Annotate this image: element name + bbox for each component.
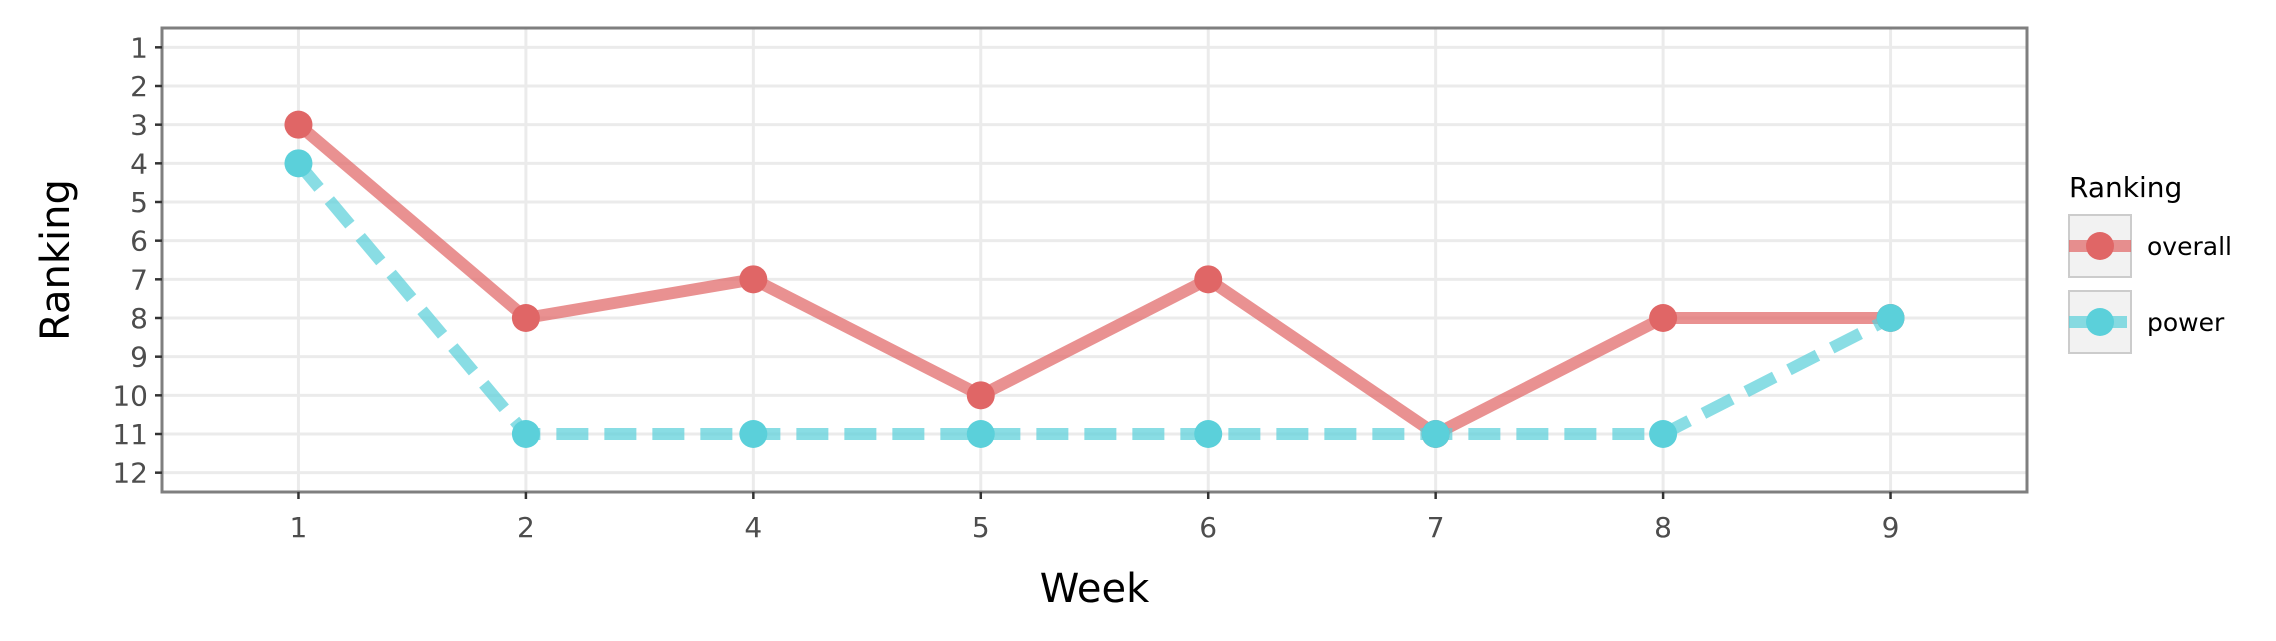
- y-tick-label-8: 8: [130, 302, 148, 335]
- plot-panel-border: [160, 26, 2029, 494]
- point-power-week-5: [966, 420, 995, 448]
- point-power-week-8: [1649, 420, 1678, 448]
- point-power-week-4: [739, 420, 768, 448]
- x-tick-label-8: 8: [1654, 511, 1672, 544]
- y-tick-label-3: 3: [130, 109, 148, 142]
- series-line-power: [293, 159, 1894, 440]
- y-tick-label-11: 11: [112, 418, 148, 451]
- y-tick-label-12: 12: [112, 457, 148, 490]
- series-layer: [284, 110, 1905, 448]
- legend-marker-power: [2086, 308, 2114, 336]
- y-tick-label-9: 9: [130, 341, 148, 374]
- x-tick-label-7: 7: [1427, 511, 1445, 544]
- y-tick-label-6: 6: [130, 225, 148, 258]
- y-tick-label-5: 5: [130, 186, 148, 219]
- point-overall-week-8: [1649, 304, 1678, 332]
- point-power-week-2: [511, 420, 540, 448]
- x-tick-label-4: 4: [744, 511, 762, 544]
- y-axis-title: Ranking: [33, 179, 79, 341]
- legend-label-overall: overall: [2147, 232, 2232, 261]
- y-tick-label-10: 10: [112, 379, 148, 412]
- x-axis-title: Week: [1040, 566, 1150, 612]
- legend: Ranking overall power: [2068, 171, 2232, 354]
- point-power-week-7: [1421, 420, 1450, 448]
- point-overall-week-1: [284, 110, 313, 139]
- x-tick-label-2: 2: [517, 511, 535, 544]
- point-power-week-1: [284, 149, 313, 178]
- y-tick-label-7: 7: [130, 263, 148, 296]
- series-line-overall: [294, 120, 1891, 440]
- point-overall-week-6: [1194, 265, 1223, 294]
- point-overall-week-4: [739, 265, 768, 294]
- point-overall-week-2: [511, 304, 540, 332]
- x-tick-label-6: 6: [1199, 511, 1217, 544]
- legend-marker-overall: [2086, 232, 2114, 260]
- y-tick-label-2: 2: [130, 70, 148, 103]
- x-tick-label-9: 9: [1882, 511, 1900, 544]
- point-power-week-9: [1876, 304, 1905, 332]
- point-overall-week-5: [966, 381, 995, 410]
- legend-title: Ranking: [2069, 171, 2182, 204]
- x-tick-label-1: 1: [290, 511, 308, 544]
- axis-ticks: [155, 46, 1892, 499]
- legend-label-power: power: [2147, 308, 2225, 337]
- x-tick-labels: 1 2 4 5 6 7 8 9: [290, 511, 1900, 544]
- y-tick-label-1: 1: [130, 31, 148, 64]
- x-tick-label-5: 5: [972, 511, 990, 544]
- point-power-week-6: [1194, 420, 1223, 448]
- y-tick-label-4: 4: [130, 147, 148, 180]
